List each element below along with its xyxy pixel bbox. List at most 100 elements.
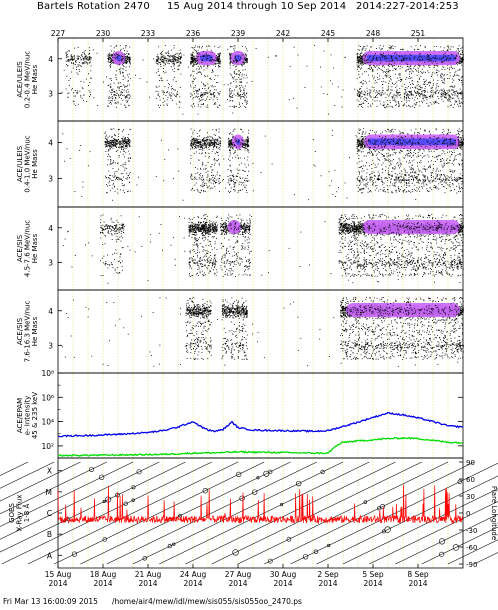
dot — [171, 61, 173, 63]
dot — [126, 102, 128, 104]
dot — [415, 87, 417, 89]
dot — [158, 75, 160, 77]
dot — [462, 59, 463, 61]
dot — [427, 53, 429, 55]
dot — [231, 76, 233, 78]
dot — [206, 143, 208, 145]
dot — [399, 68, 401, 70]
dot — [441, 62, 443, 64]
dot — [379, 47, 381, 49]
dot — [61, 91, 63, 93]
dot — [440, 96, 442, 98]
dot — [125, 61, 127, 63]
dot — [118, 144, 120, 146]
dot — [229, 54, 231, 56]
dot — [358, 61, 360, 63]
dot — [415, 199, 417, 200]
dot — [393, 84, 395, 86]
dot — [423, 94, 425, 95]
dot — [172, 56, 174, 58]
dot — [389, 69, 391, 71]
dot — [242, 61, 244, 63]
dot — [204, 75, 206, 77]
dot — [242, 92, 244, 94]
dot — [449, 97, 451, 99]
dot — [240, 58, 242, 60]
dot — [177, 65, 179, 67]
dot — [176, 96, 177, 98]
dot — [444, 52, 446, 54]
dot — [198, 47, 200, 49]
dot — [114, 146, 116, 147]
dot — [442, 81, 443, 83]
dot — [411, 168, 412, 170]
dot — [435, 57, 437, 59]
dot — [392, 97, 394, 99]
dot — [156, 55, 158, 57]
dot — [178, 64, 180, 66]
dot — [197, 62, 198, 64]
bartels-tick-label: 227 — [51, 29, 66, 38]
dot — [443, 75, 445, 77]
dot — [399, 77, 401, 79]
dot — [461, 76, 463, 78]
dot — [223, 158, 225, 160]
dot — [429, 59, 431, 61]
dot — [373, 64, 375, 66]
dot — [142, 59, 144, 61]
dot — [122, 150, 124, 152]
dot — [206, 49, 208, 51]
dot — [418, 64, 420, 66]
dot — [110, 58, 111, 60]
dot — [420, 75, 422, 77]
dot — [206, 98, 207, 100]
dot — [163, 68, 165, 69]
dot — [238, 70, 240, 72]
dot — [89, 61, 91, 63]
dot — [213, 60, 215, 62]
dot — [409, 70, 411, 72]
dot — [229, 95, 231, 97]
dot — [440, 74, 442, 76]
dot — [115, 143, 117, 145]
dot — [108, 180, 110, 182]
dot — [375, 58, 377, 60]
dot — [419, 64, 421, 66]
dot — [382, 48, 383, 50]
dot — [416, 81, 418, 83]
dot — [111, 60, 113, 62]
dot — [187, 66, 189, 68]
dot — [453, 86, 455, 88]
dot — [124, 53, 126, 55]
dot — [407, 68, 409, 70]
dot — [128, 141, 129, 142]
dot — [409, 84, 411, 85]
dot — [428, 82, 430, 84]
dot — [197, 103, 199, 105]
dot — [391, 86, 393, 88]
dot — [93, 97, 95, 99]
dot — [207, 104, 208, 106]
dot — [109, 54, 111, 56]
dot — [406, 99, 408, 101]
dot — [84, 61, 85, 63]
dot — [180, 62, 182, 64]
dot — [233, 81, 235, 82]
dot — [462, 58, 464, 60]
dot — [371, 103, 373, 105]
dot — [376, 64, 378, 66]
dot — [434, 101, 436, 103]
dot — [75, 92, 77, 94]
dot — [435, 90, 437, 92]
dot — [158, 104, 160, 106]
dot — [195, 51, 197, 53]
dot — [234, 73, 235, 74]
dot — [204, 100, 206, 101]
dot — [420, 94, 422, 95]
dot — [245, 59, 247, 61]
dot — [429, 96, 431, 97]
dot — [109, 145, 111, 147]
dot — [435, 88, 437, 90]
dot — [125, 139, 127, 141]
dot — [423, 89, 425, 91]
